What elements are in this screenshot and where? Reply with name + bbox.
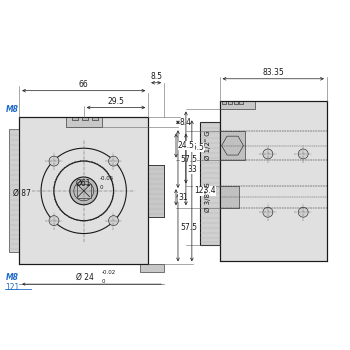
Circle shape [298, 149, 308, 159]
Text: 57.5: 57.5 [180, 155, 197, 164]
Text: 24.5: 24.5 [178, 141, 195, 150]
Bar [220, 100, 327, 261]
Text: Ø61: Ø61 [76, 178, 91, 188]
Bar [220, 186, 239, 208]
Bar [140, 264, 164, 272]
Text: 83.35: 83.35 [262, 68, 284, 77]
Bar [92, 118, 98, 120]
Bar [19, 118, 148, 264]
Text: 8.5: 8.5 [150, 72, 162, 81]
Text: 0: 0 [102, 279, 105, 284]
Circle shape [263, 149, 273, 159]
Text: 57.5: 57.5 [180, 223, 197, 232]
Bar [228, 100, 232, 104]
Text: 31: 31 [178, 193, 188, 202]
Text: 0: 0 [100, 185, 103, 190]
Circle shape [49, 216, 59, 226]
Bar [72, 118, 78, 120]
Text: M8: M8 [5, 273, 18, 282]
Text: 26.5: 26.5 [188, 143, 205, 152]
Bar [148, 165, 164, 217]
Text: 8.4: 8.4 [180, 118, 192, 127]
Text: Ø 3/8" G: Ø 3/8" G [205, 182, 211, 212]
Text: 66: 66 [79, 80, 89, 89]
Text: Ø 87: Ø 87 [13, 188, 31, 197]
Bar [66, 118, 102, 127]
Bar [77, 184, 91, 198]
Circle shape [108, 156, 118, 166]
Bar [82, 118, 88, 120]
Text: 33: 33 [188, 165, 198, 174]
Bar [9, 130, 19, 252]
Circle shape [263, 207, 273, 217]
Circle shape [49, 156, 59, 166]
Text: 29.5: 29.5 [107, 97, 124, 106]
Circle shape [108, 216, 118, 226]
Circle shape [70, 177, 98, 205]
Bar [220, 100, 256, 108]
Text: Ø 24: Ø 24 [76, 273, 94, 282]
Bar [222, 100, 226, 104]
Bar [220, 131, 245, 161]
Bar [200, 122, 220, 245]
Text: 123.4: 123.4 [194, 186, 216, 195]
Text: 121: 121 [5, 282, 20, 292]
Text: -0.02: -0.02 [102, 270, 116, 275]
Bar [239, 100, 244, 104]
Circle shape [298, 207, 308, 217]
Text: Ø 1/2" G: Ø 1/2" G [205, 131, 211, 160]
Text: M8: M8 [5, 105, 18, 114]
Bar [233, 100, 238, 104]
Text: -0.05: -0.05 [100, 176, 114, 181]
